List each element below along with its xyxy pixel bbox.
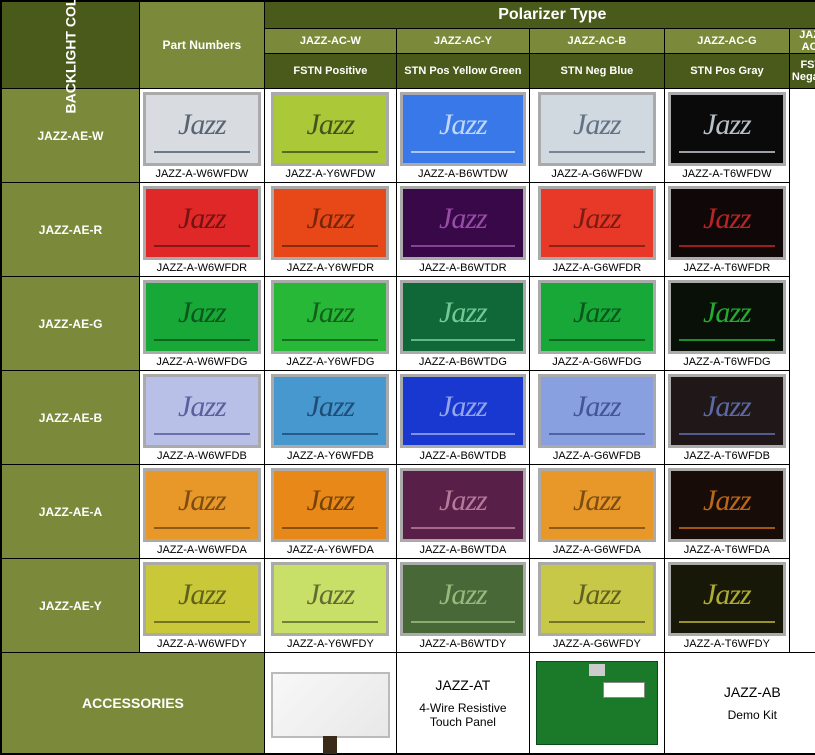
accessories-label: ACCESSORIES — [2, 653, 265, 754]
lcd-cell-1-4: JazzJAZZ-A-T6WFDR — [664, 183, 789, 277]
lcd-cell-3-2: JazzJAZZ-A-B6WTDB — [396, 371, 529, 465]
demo-kit-text: JAZZ-AB Demo Kit — [664, 653, 815, 754]
lcd-cell-5-2: JazzJAZZ-A-B6WTDY — [396, 559, 529, 653]
column-type-1: STN Pos Yellow Green — [396, 54, 529, 89]
part-code: JAZZ-A-B6WTDR — [400, 260, 526, 276]
demo-kit-image — [529, 653, 664, 754]
lcd-cell-2-2: JazzJAZZ-A-B6WTDG — [396, 277, 529, 371]
part-code: JAZZ-A-T6WFDW — [668, 166, 786, 182]
part-code: JAZZ-A-G6WFDG — [533, 354, 661, 370]
row-label-5: JAZZ-AE-Y — [2, 559, 140, 653]
lcd-cell-2-3: JazzJAZZ-A-G6WFDG — [529, 277, 664, 371]
column-type-0: FSTN Positive — [264, 54, 396, 89]
lcd-cell-1-1: JazzJAZZ-A-Y6WFDR — [264, 183, 396, 277]
lcd-cell-4-3: JazzJAZZ-A-G6WFDA — [529, 465, 664, 559]
lcd-cell-4-1: JazzJAZZ-A-Y6WFDA — [264, 465, 396, 559]
part-code: JAZZ-A-G6WFDA — [533, 542, 661, 558]
part-code: JAZZ-A-W6WFDA — [143, 542, 261, 558]
part-code: JAZZ-A-B6WTDY — [400, 636, 526, 652]
row-label-4: JAZZ-AE-A — [2, 465, 140, 559]
column-code-3: JAZZ-AC-G — [664, 29, 789, 54]
lcd-cell-3-0: JazzJAZZ-A-W6WFDB — [139, 371, 264, 465]
part-code: JAZZ-A-Y6WFDW — [268, 166, 393, 182]
lcd-cell-1-3: JazzJAZZ-A-G6WFDR — [529, 183, 664, 277]
lcd-cell-1-2: JazzJAZZ-A-B6WTDR — [396, 183, 529, 277]
lcd-cell-3-3: JazzJAZZ-A-G6WFDB — [529, 371, 664, 465]
column-code-1: JAZZ-AC-Y — [396, 29, 529, 54]
part-code: JAZZ-A-B6WTDB — [400, 448, 526, 464]
part-code: JAZZ-A-T6WFDY — [668, 636, 786, 652]
backlight-color-label: BACKLIGHT COLOR — [2, 2, 140, 89]
lcd-cell-0-1: JazzJAZZ-A-Y6WFDW — [264, 89, 396, 183]
part-code: JAZZ-A-Y6WFDG — [268, 354, 393, 370]
lcd-cell-3-1: JazzJAZZ-A-Y6WFDB — [264, 371, 396, 465]
lcd-cell-0-4: JazzJAZZ-A-T6WFDW — [664, 89, 789, 183]
part-code: JAZZ-A-B6WTDA — [400, 542, 526, 558]
column-type-3: STN Pos Gray — [664, 54, 789, 89]
lcd-cell-2-1: JazzJAZZ-A-Y6WFDG — [264, 277, 396, 371]
column-code-2: JAZZ-AC-B — [529, 29, 664, 54]
part-code: JAZZ-A-G6WFDW — [533, 166, 661, 182]
lcd-cell-2-0: JazzJAZZ-A-W6WFDG — [139, 277, 264, 371]
part-code: JAZZ-A-B6WTDW — [400, 166, 526, 182]
lcd-cell-5-1: JazzJAZZ-A-Y6WFDY — [264, 559, 396, 653]
touch-panel-text: JAZZ-AT 4-Wire Resistive Touch Panel — [396, 653, 529, 754]
part-code: JAZZ-A-W6WFDB — [143, 448, 261, 464]
column-code-4: JAZZ-AC-T — [789, 29, 815, 54]
part-code: JAZZ-A-T6WFDR — [668, 260, 786, 276]
column-code-0: JAZZ-AC-W — [264, 29, 396, 54]
lcd-cell-0-2: JazzJAZZ-A-B6WTDW — [396, 89, 529, 183]
part-code: JAZZ-A-W6WFDR — [143, 260, 261, 276]
part-code: JAZZ-A-G6WFDY — [533, 636, 661, 652]
lcd-cell-4-4: JazzJAZZ-A-T6WFDA — [664, 465, 789, 559]
part-numbers-header: Part Numbers — [139, 2, 264, 89]
polarizer-type-header: Polarizer Type — [264, 2, 815, 29]
lcd-cell-1-0: JazzJAZZ-A-W6WFDR — [139, 183, 264, 277]
lcd-matrix-table: BACKLIGHT COLOR Part Numbers Polarizer T… — [1, 1, 815, 754]
lcd-cell-4-2: JazzJAZZ-A-B6WTDA — [396, 465, 529, 559]
part-code: JAZZ-A-G6WFDR — [533, 260, 661, 276]
part-code: JAZZ-A-Y6WFDB — [268, 448, 393, 464]
lcd-cell-4-0: JazzJAZZ-A-W6WFDA — [139, 465, 264, 559]
part-code: JAZZ-A-Y6WFDY — [268, 636, 393, 652]
part-code: JAZZ-A-Y6WFDA — [268, 542, 393, 558]
part-code: JAZZ-A-T6WFDG — [668, 354, 786, 370]
lcd-cell-0-0: JazzJAZZ-A-W6WFDW — [139, 89, 264, 183]
lcd-cell-3-4: JazzJAZZ-A-T6WFDB — [664, 371, 789, 465]
row-label-1: JAZZ-AE-R — [2, 183, 140, 277]
part-code: JAZZ-A-W6WFDW — [143, 166, 261, 182]
part-code: JAZZ-A-W6WFDY — [143, 636, 261, 652]
lcd-cell-0-3: JazzJAZZ-A-G6WFDW — [529, 89, 664, 183]
lcd-cell-5-0: JazzJAZZ-A-W6WFDY — [139, 559, 264, 653]
row-label-3: JAZZ-AE-B — [2, 371, 140, 465]
part-code: JAZZ-A-T6WFDB — [668, 448, 786, 464]
touch-panel-image — [264, 653, 396, 754]
lcd-cell-5-4: JazzJAZZ-A-T6WFDY — [664, 559, 789, 653]
lcd-cell-5-3: JazzJAZZ-A-G6WFDY — [529, 559, 664, 653]
lcd-cell-2-4: JazzJAZZ-A-T6WFDG — [664, 277, 789, 371]
part-code: JAZZ-A-B6WTDG — [400, 354, 526, 370]
part-code: JAZZ-A-W6WFDG — [143, 354, 261, 370]
part-code: JAZZ-A-G6WFDB — [533, 448, 661, 464]
row-label-2: JAZZ-AE-G — [2, 277, 140, 371]
column-type-4: FSTN Negative — [789, 54, 815, 89]
column-type-2: STN Neg Blue — [529, 54, 664, 89]
part-code: JAZZ-A-T6WFDA — [668, 542, 786, 558]
part-code: JAZZ-A-Y6WFDR — [268, 260, 393, 276]
